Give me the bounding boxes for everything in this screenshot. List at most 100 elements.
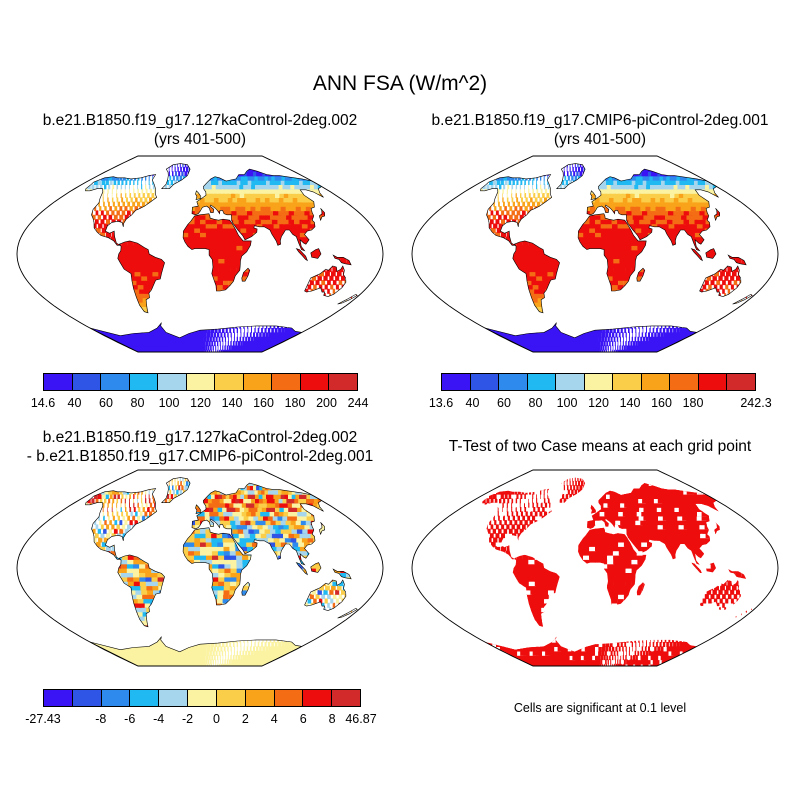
panel-4-title-line1: T-Test of two Case means at each grid po… — [448, 438, 752, 455]
colorbar-swatch — [300, 374, 330, 390]
panel-1-title-line1: b.e21.B1850.f19_g17.127kaControl-2deg.00… — [42, 112, 358, 129]
colorbar-tick-label: 60 — [497, 396, 511, 410]
coastline-greenland — [160, 477, 191, 503]
map-ocean — [412, 470, 778, 666]
colorbar-swatch — [670, 374, 699, 390]
coastline-eurasia — [191, 482, 324, 566]
coastline-new-guinea — [727, 254, 747, 266]
colorbar-swatch — [188, 690, 217, 706]
colorbar-tick-label: -2 — [181, 712, 194, 726]
colorbar-swatch — [584, 374, 614, 390]
coastline-africa — [577, 213, 647, 292]
coastline-sumatra — [295, 562, 308, 576]
significance-note: Cells are significant at 0.1 level — [513, 701, 687, 715]
colorbar-tick-label: 120 — [190, 396, 211, 410]
colorbar-panel-1-labels: 14.6 40 60 80 100 120 140 160 180 200 244 — [31, 396, 369, 412]
colorbar-tick-label: 160 — [253, 396, 274, 410]
colorbar-swatch — [72, 690, 102, 706]
colorbar-tick-label: 100 — [556, 396, 578, 410]
coastline-africa — [182, 527, 252, 606]
coastline-antarctica — [89, 636, 303, 666]
colorbar-tick-label: -8 — [95, 712, 107, 726]
map-border — [411, 155, 779, 353]
colorbar-swatch — [641, 374, 671, 390]
colorbar-swatch — [158, 374, 187, 390]
map-panel-ttest — [411, 469, 779, 667]
coastline-antarctica — [484, 322, 698, 352]
colorbar-swatch — [215, 374, 244, 390]
panel-3-title: b.e21.B1850.f19_g17.127kaControl-2deg.00… — [0, 428, 400, 466]
colorbar-swatch — [470, 374, 500, 390]
coastline-japan — [713, 208, 721, 222]
colorbar-tick-label: 180 — [284, 396, 306, 410]
coastline-south-america — [512, 240, 560, 314]
coastline-south-america — [117, 240, 165, 314]
panel-4-title: T-Test of two Case means at each grid po… — [400, 437, 800, 456]
map-panel-piControl — [411, 155, 779, 353]
coastline-britain — [195, 190, 202, 201]
colorbar-swatch — [274, 690, 304, 706]
map-border — [16, 155, 384, 353]
coastline-madagascar — [241, 267, 251, 282]
coastline-sumatra — [690, 248, 703, 262]
colorbar-tick-label: 40 — [465, 396, 480, 410]
panel-2-title-line2: (yrs 401-500) — [553, 131, 647, 148]
colorbar-swatch — [245, 690, 275, 706]
colorbar-swatch — [130, 690, 160, 706]
colorbar-swatch — [613, 374, 642, 390]
panel-3-title-line2: - b.e21.B1850.f19_g17.CMIP6-piControl-2d… — [26, 448, 374, 465]
coastline-greenland — [160, 163, 191, 189]
panel-2-title-line1: b.e21.B1850.f19_g17.CMIP6-piControl-2deg… — [431, 112, 769, 129]
coastline-north-america — [85, 488, 158, 560]
colorbar-swatch — [44, 374, 73, 390]
coastline-africa — [182, 213, 252, 292]
coastline-new-zealand — [732, 293, 753, 305]
coastline-japan — [318, 208, 326, 222]
coastline-borneo — [705, 248, 717, 259]
panel-3-title-line1: b.e21.B1850.f19_g17.127kaControl-2deg.00… — [42, 429, 358, 446]
map-ocean — [412, 156, 778, 352]
panel-1-title: b.e21.B1850.f19_g17.127kaControl-2deg.00… — [0, 111, 400, 149]
colorbar-swatch — [101, 374, 130, 390]
map-panel-127ka — [16, 155, 384, 353]
coastline-north-america — [480, 174, 553, 246]
coastline-britain — [590, 190, 597, 201]
coastline-madagascar — [241, 581, 251, 596]
colorbar-tick-label: 4 — [270, 712, 278, 726]
colorbar-panel-3 — [43, 689, 361, 707]
coastline-japan — [318, 522, 326, 536]
coastline-new-zealand — [337, 607, 358, 619]
colorbar-tick-label: 40 — [67, 396, 82, 410]
colorbar-swatch — [129, 374, 159, 390]
colorbar-swatch — [101, 690, 131, 706]
coastline-new-zealand — [337, 293, 358, 305]
colorbar-tick-label: 2 — [241, 712, 249, 726]
colorbar-tick-label: 140 — [221, 396, 243, 410]
colorbar-tick-label: 8 — [328, 712, 336, 726]
coastline-australia — [304, 265, 347, 297]
coastline-north-america — [85, 174, 158, 246]
coastline-eurasia — [586, 168, 719, 252]
colorbar-tick-label: 180 — [682, 396, 704, 410]
map-border — [16, 469, 384, 667]
colorbar-panel-2-labels: 13.6 40 60 80 100 120 140 160 180 242.3 — [429, 396, 772, 412]
colorbar-swatch — [442, 374, 471, 390]
coastline-borneo — [310, 248, 322, 259]
colorbar-tick-label: 0 — [212, 712, 220, 726]
colorbar-tick-label: 60 — [99, 396, 113, 410]
coastline-britain — [195, 504, 202, 515]
colorbar-tick-label: 244 — [347, 396, 369, 410]
colorbar-tick-label: 46.87 — [345, 712, 377, 726]
coastline-madagascar — [636, 267, 646, 282]
map-panel-difference — [16, 469, 384, 667]
colorbar-tick-label: 80 — [130, 396, 145, 410]
coastline-australia — [699, 265, 742, 297]
colorbar-tick-label: 242.3 — [740, 396, 772, 410]
panel-1-title-line2: (yrs 401-500) — [153, 131, 247, 148]
coastline-sumatra — [295, 248, 308, 262]
coastline-antarctica — [89, 322, 303, 352]
colorbar-swatch — [698, 374, 728, 390]
colorbar-swatch — [303, 690, 333, 706]
colorbar-swatch — [159, 690, 189, 706]
colorbar-tick-label: 13.6 — [428, 396, 454, 410]
